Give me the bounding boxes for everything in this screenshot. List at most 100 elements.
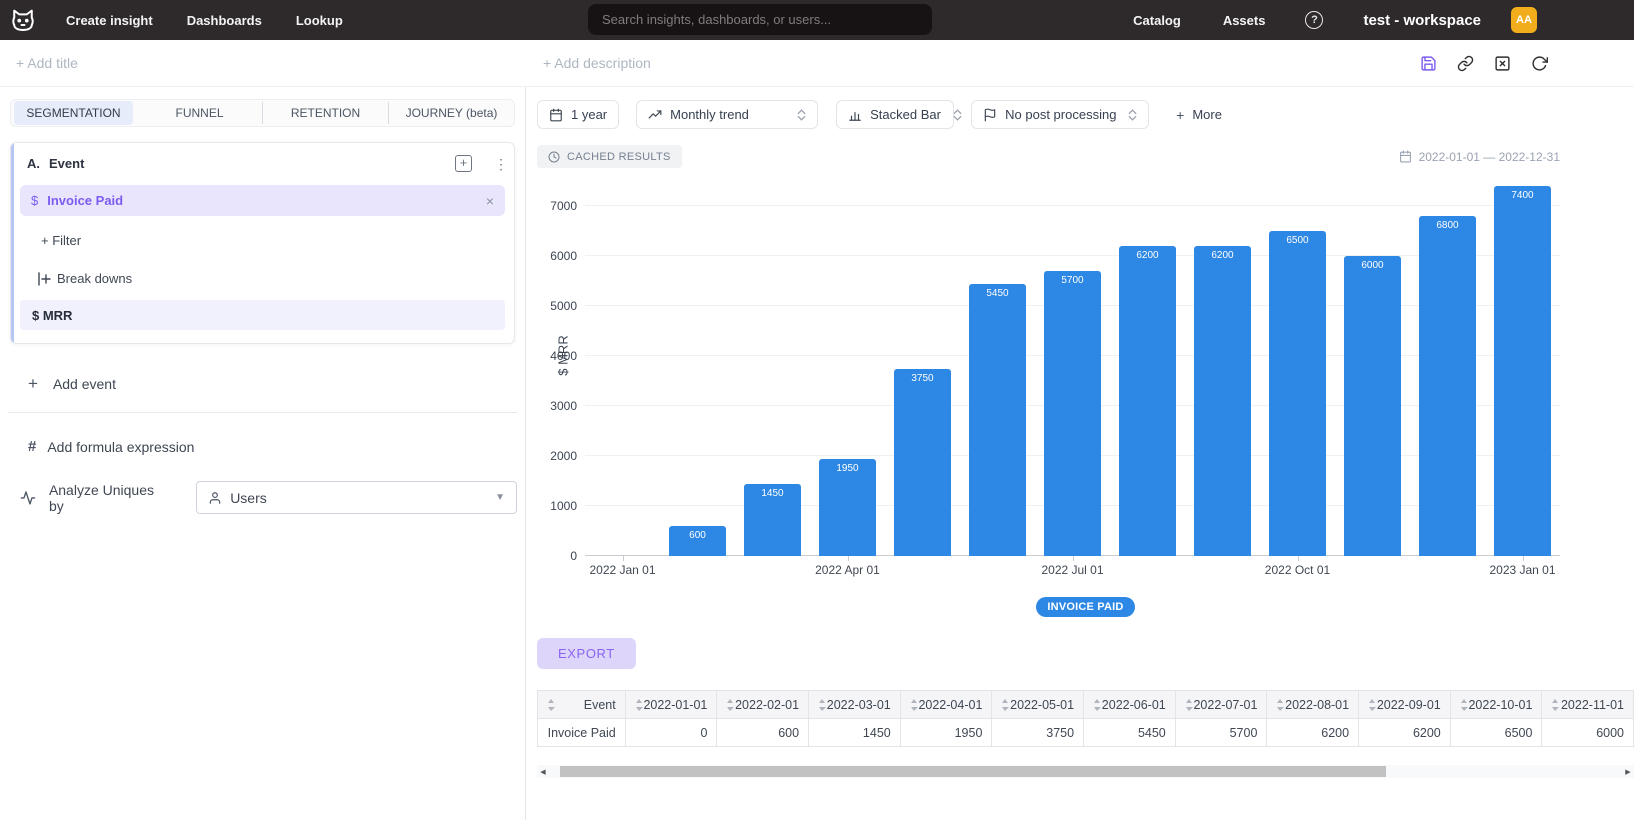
bar-2022-09-01[interactable]: 6200 — [1194, 246, 1251, 556]
refresh-icon[interactable] — [1531, 55, 1548, 72]
nav-item-assets[interactable]: Assets — [1222, 12, 1266, 28]
chart-type-select[interactable]: Stacked Bar — [836, 100, 962, 129]
divider — [8, 412, 517, 413]
close-box-icon[interactable] — [1494, 55, 1511, 72]
x-tick-label: 2022 Jan 01 — [589, 563, 656, 577]
trend-icon — [648, 108, 662, 122]
remove-event-icon[interactable]: × — [485, 192, 494, 209]
flag-icon — [983, 108, 997, 122]
breakdown-value[interactable]: $ MRR — [20, 300, 505, 330]
row-value: 5700 — [1174, 718, 1268, 747]
column-header-2022-08-01[interactable]: 2022-08-01 — [1266, 690, 1360, 719]
analyze-entity-select[interactable]: Users ▼ — [196, 481, 517, 514]
column-header-2022-09-01[interactable]: 2022-09-01 — [1358, 690, 1451, 719]
tab-segmentation[interactable]: SEGMENTATION — [11, 101, 136, 125]
tab-label: RETENTION — [290, 106, 361, 120]
trend-select[interactable]: Monthly trend — [636, 100, 819, 129]
event-letter: A. — [27, 156, 40, 171]
sort-icon — [819, 698, 827, 711]
row-value: 6200 — [1266, 718, 1360, 747]
breakdowns-button[interactable]: Break downs — [37, 271, 514, 286]
save-icon[interactable] — [1420, 55, 1437, 72]
cat-logo-icon[interactable] — [8, 6, 38, 34]
date-range-button[interactable]: 1 year — [537, 100, 620, 129]
bar-2022-03-01[interactable]: 1450 — [744, 483, 801, 556]
select-caret-icon — [941, 108, 962, 121]
workspace-name[interactable]: test - workspace — [1363, 11, 1481, 29]
column-header-event[interactable]: Event — [537, 690, 626, 719]
column-header-2022-04-01[interactable]: 2022-04-01 — [899, 690, 993, 719]
add-description-button[interactable]: + Add description — [543, 55, 651, 71]
bar-2022-12-01[interactable]: 6800 — [1419, 216, 1476, 556]
scroll-right-arrow[interactable]: ▶ — [1625, 768, 1631, 776]
scrollbar-thumb[interactable] — [559, 766, 1386, 777]
column-header-2022-11-01[interactable]: 2022-11-01 — [1541, 690, 1634, 719]
column-header-2022-01-01[interactable]: 2022-01-01 — [624, 690, 718, 719]
bar-2022-04-01[interactable]: 1950 — [819, 458, 876, 556]
nav-item-lookup[interactable]: Lookup — [295, 12, 343, 28]
sort-icon — [1460, 698, 1468, 711]
bar-slot-2023-01-01: 7400 — [1485, 176, 1560, 556]
row-value: 1450 — [808, 718, 901, 747]
help-icon[interactable]: ? — [1305, 11, 1324, 29]
more-button[interactable]: + More — [1176, 107, 1222, 123]
add-event-button[interactable]: + Add event — [28, 374, 517, 394]
bar-2022-11-01[interactable]: 6000 — [1344, 256, 1401, 556]
bar-2022-06-01[interactable]: 5450 — [969, 283, 1026, 556]
add-formula-button[interactable]: # Add formula expression — [28, 438, 517, 455]
nav-item-create-insight[interactable]: Create insight — [66, 12, 153, 28]
column-header-2022-02-01[interactable]: 2022-02-01 — [716, 690, 810, 719]
nav-item-catalog[interactable]: Catalog — [1133, 12, 1181, 28]
bar-slot-2022-04-01: 1950 — [810, 176, 885, 556]
tab-retention[interactable]: RETENTION — [262, 102, 388, 124]
bar-value-label: 5700 — [1061, 275, 1084, 286]
bar-2022-08-01[interactable]: 6200 — [1119, 246, 1176, 556]
avatar[interactable]: AA — [1511, 7, 1537, 33]
add-filter-button[interactable]: + Filter — [41, 233, 82, 248]
nav-item-dashboards[interactable]: Dashboards — [186, 12, 262, 28]
bar-slot-2022-12-01: 6800 — [1410, 176, 1485, 556]
bar-2022-07-01[interactable]: 5700 — [1044, 271, 1101, 556]
scrollbar-track[interactable] — [549, 765, 1622, 778]
x-tick-label: 2022 Oct 01 — [1264, 563, 1331, 577]
column-header-2022-10-01[interactable]: 2022-10-01 — [1449, 690, 1543, 719]
scroll-left-arrow[interactable]: ◀ — [540, 768, 546, 776]
results-panel: 1 year Monthly trend — [526, 87, 1634, 820]
row-value: 6000 — [1541, 718, 1634, 747]
tab-journey-beta-[interactable]: JOURNEY (beta) — [388, 102, 514, 124]
add-title-button[interactable]: + Add title — [16, 55, 78, 71]
bar-2023-01-01[interactable]: 7400 — [1494, 186, 1551, 556]
legend-invoice-paid[interactable]: INVOICE PAID — [1036, 597, 1135, 617]
horizontal-scrollbar[interactable]: ◀ ▶ — [537, 765, 1634, 778]
column-header-2022-06-01[interactable]: 2022-06-01 — [1083, 690, 1176, 719]
bar-value-label: 7400 — [1511, 190, 1534, 201]
bar-slot-2022-05-01: 3750 — [885, 176, 960, 556]
duplicate-event-icon[interactable]: + — [455, 155, 472, 172]
bar-slot-2022-08-01: 6200 — [1110, 176, 1185, 556]
search-input[interactable] — [588, 4, 932, 35]
selected-event[interactable]: $ Invoice Paid × — [20, 185, 505, 216]
x-tick-label: 2022 Apr 01 — [815, 563, 880, 577]
bar-slot-2022-09-01: 6200 — [1185, 176, 1260, 556]
analyze-uniques-row: Analyze Uniques by Users ▼ — [20, 481, 517, 514]
bar-2022-05-01[interactable]: 3750 — [894, 368, 951, 556]
tab-funnel[interactable]: FUNNEL — [136, 102, 262, 124]
row-value: 1950 — [899, 718, 993, 747]
event-menu-icon[interactable]: ⋮ — [494, 155, 508, 172]
copy-link-icon[interactable] — [1457, 55, 1474, 72]
column-header-2022-03-01[interactable]: 2022-03-01 — [808, 690, 901, 719]
bar-2022-02-01[interactable]: 600 — [669, 526, 726, 556]
bar-value-label: 600 — [689, 530, 706, 541]
tab-label: JOURNEY (beta) — [405, 106, 498, 120]
clock-icon — [548, 151, 560, 162]
column-header-2022-07-01[interactable]: 2022-07-01 — [1174, 690, 1268, 719]
event-name: Invoice Paid — [47, 193, 124, 208]
column-header-2022-05-01[interactable]: 2022-05-01 — [991, 690, 1085, 719]
results-table: Event 2022-01-01 2022-02-01 2022-03-01 2022-… — [537, 690, 1634, 747]
post-processing-select[interactable]: No post processing — [971, 100, 1150, 129]
export-button[interactable]: EXPORT — [537, 638, 636, 669]
bar-value-label: 1950 — [836, 462, 859, 474]
analyze-entity-value: Users — [230, 489, 267, 506]
row-value: 0 — [624, 718, 718, 747]
bar-2022-10-01[interactable]: 6500 — [1269, 231, 1326, 556]
